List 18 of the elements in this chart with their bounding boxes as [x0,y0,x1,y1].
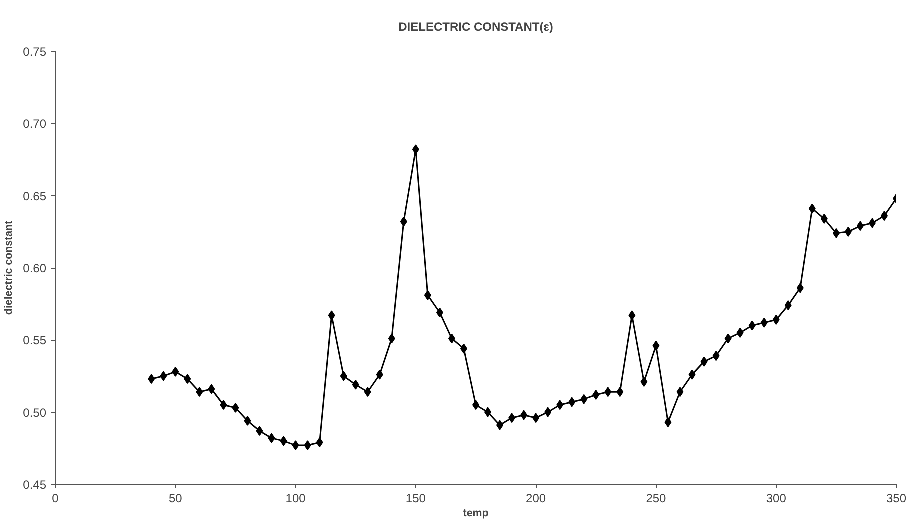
x-tick-label: 350 [886,492,907,506]
y-tick-label: 0.50 [23,406,47,420]
y-axis-title: dielectric constant [3,220,16,316]
x-tick-label: 200 [526,492,546,506]
y-tick-label: 0.60 [23,262,47,276]
y-tick-label: 0.75 [23,45,47,59]
x-axis-title: temp [463,508,490,520]
y-tick-label: 0.70 [23,117,47,132]
x-tick-label: 150 [406,492,426,506]
x-tick-label: 50 [168,492,183,506]
y-tick-label: 0.65 [23,189,47,204]
x-tick-label: 300 [766,492,787,506]
y-tick-label: 0.55 [23,334,47,348]
x-tick-label: 0 [52,492,60,506]
x-tick-label: 250 [646,492,667,506]
chart-title: DIELECTRIC CONSTANT(ε) [398,20,554,34]
x-tick-label: 100 [286,492,306,506]
y-tick-label: 0.45 [23,478,47,492]
